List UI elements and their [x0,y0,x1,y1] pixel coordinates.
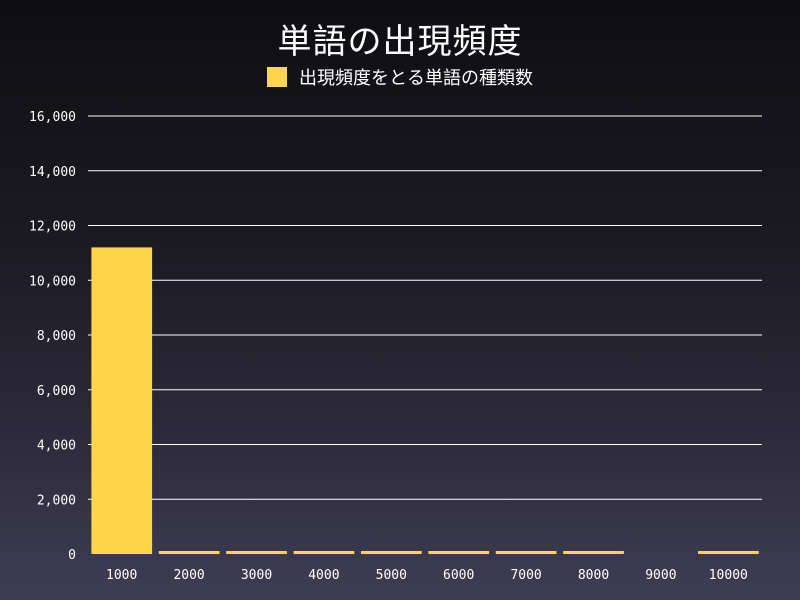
bar-1000 [91,247,153,554]
bars [91,247,759,554]
bar-7000 [495,551,557,554]
y-tick-label: 8,000 [37,329,76,344]
chart-title: 単語の出現頻度 [277,22,523,62]
bar-2000 [158,551,220,554]
y-tick-label: 14,000 [29,165,76,180]
bar-3000 [226,551,287,554]
bar-10000 [698,551,759,554]
legend-swatch [267,67,287,87]
x-tick-label: 3000 [241,568,272,583]
y-tick-label: 16,000 [29,110,76,125]
x-tick-label: 7000 [510,568,541,583]
y-axis-tick-labels: 0 2,000 4,000 6,000 8,000 10,000 12,000 14,000 1… [29,110,76,563]
legend-label: 出現頻度をとる単語の種類数 [299,68,533,89]
legend: 出現頻度をとる単語の種類数 [0,64,800,90]
x-tick-label: 9000 [645,568,676,583]
x-tick-label: 4000 [308,568,339,583]
bar-8000 [563,551,624,554]
x-axis-tick-labels: 1000 2000 3000 4000 5000 6000 7000 8000 9000 1000… [106,568,748,583]
y-tick-label: 10,000 [29,274,76,289]
bar-5000 [361,551,422,554]
x-tick-label: 6000 [443,568,474,583]
y-tick-label: 4,000 [37,439,76,454]
grid-lines [88,115,762,500]
y-tick-label: 0 [68,548,76,563]
y-tick-label: 12,000 [29,220,76,235]
y-tick-label: 6,000 [37,384,76,399]
y-tick-label: 2,000 [37,493,76,508]
x-tick-label: 8000 [578,568,609,583]
x-tick-label: 2000 [173,568,204,583]
bar-4000 [293,551,355,554]
x-tick-label: 5000 [376,568,407,583]
x-tick-label: 10000 [709,568,748,583]
x-tick-label: 1000 [106,568,137,583]
bar-6000 [428,551,490,554]
